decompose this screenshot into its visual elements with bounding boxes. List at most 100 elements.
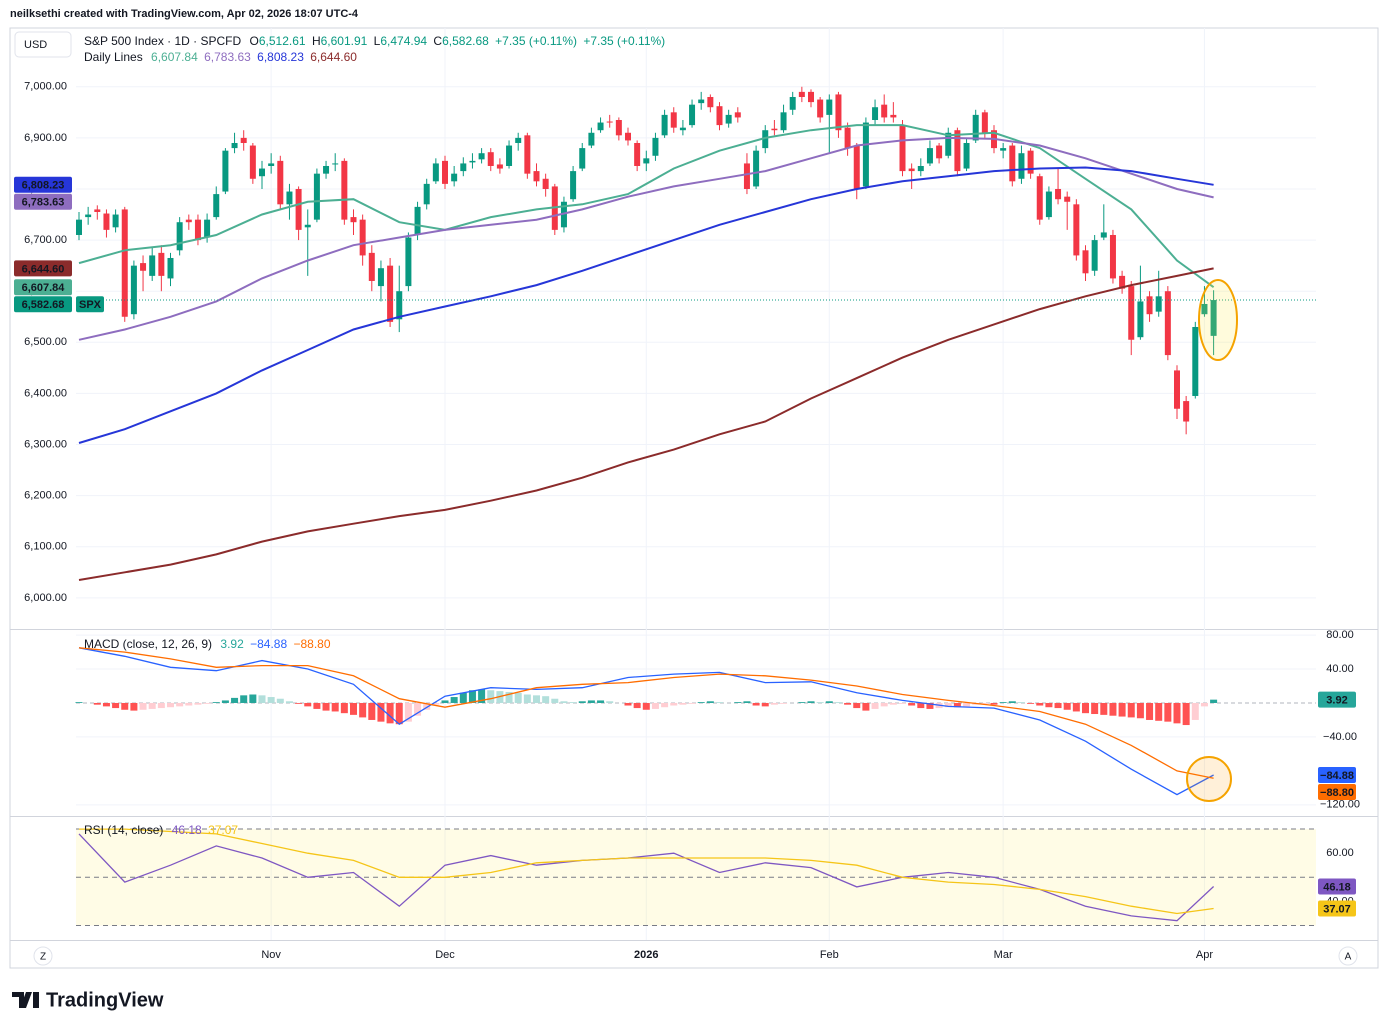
value-tag-bg — [1318, 691, 1356, 708]
histogram-bar — [167, 702, 174, 708]
candle-body — [1045, 191, 1052, 218]
histogram-bar — [899, 702, 906, 704]
line-value: 6,783.63 — [204, 50, 251, 64]
histogram-bar — [944, 702, 952, 708]
y-tick-label: 80.00 — [1326, 629, 1354, 641]
histogram-bar — [121, 702, 129, 710]
histogram-bar — [1054, 702, 1062, 709]
histogram-bar — [798, 702, 806, 703]
candle-body — [185, 219, 192, 223]
histogram-bar — [908, 702, 916, 706]
candle-body — [268, 163, 275, 166]
candle-body — [945, 132, 952, 156]
candle-body — [423, 183, 430, 205]
candle-body — [972, 114, 979, 141]
control-label[interactable]: A — [1345, 952, 1352, 963]
histogram-bar — [331, 702, 339, 712]
histogram-bar — [322, 702, 330, 711]
candle-body — [194, 219, 201, 241]
histogram-bar — [386, 702, 394, 724]
candle-body — [533, 171, 540, 182]
histogram-bar — [139, 702, 147, 710]
candle-body — [643, 158, 650, 164]
time-label: Mar — [994, 949, 1013, 961]
value-tag: 37.07 — [1323, 903, 1351, 915]
histogram-bar — [706, 701, 714, 703]
candle-body — [286, 191, 293, 205]
candle-body — [1146, 296, 1153, 315]
price-tag-bg — [14, 260, 72, 277]
currency-button[interactable] — [14, 31, 72, 58]
candle-body — [936, 145, 943, 159]
histogram-bar — [633, 702, 641, 709]
histogram-bar — [505, 691, 513, 703]
histogram-bar — [1200, 702, 1208, 707]
candle-body — [76, 219, 82, 235]
histogram-bar — [450, 697, 458, 703]
currency[interactable]: USD — [24, 39, 47, 51]
candle-body — [249, 145, 256, 179]
candle-body — [1210, 300, 1217, 336]
histogram-bar — [807, 701, 815, 703]
price-tag-bg — [14, 296, 72, 313]
candle-body — [689, 104, 696, 126]
histogram-bar — [642, 702, 650, 710]
candle-body — [460, 163, 467, 172]
candle-body — [734, 112, 741, 118]
candle-body — [670, 112, 677, 128]
histogram-bar — [523, 694, 531, 703]
histogram-bar — [487, 690, 495, 703]
histogram-bar — [130, 702, 138, 711]
moving-average — [78, 124, 1215, 289]
quote-change: +7.35 (+0.11%) — [495, 34, 577, 48]
histogram-bar — [889, 702, 897, 705]
histogram-bar — [743, 701, 751, 703]
candle-body — [661, 114, 668, 136]
histogram-bar — [834, 702, 842, 703]
histogram-bar — [1036, 702, 1044, 706]
value-tag-bg — [1318, 767, 1356, 784]
candle-body — [323, 165, 330, 174]
candle-body — [579, 148, 586, 169]
log-toggle[interactable] — [33, 946, 53, 966]
candle-body — [926, 148, 933, 164]
time-label: 2026 — [634, 949, 658, 961]
candle-body — [304, 224, 311, 228]
histogram-bar — [780, 702, 788, 704]
histogram-bar — [441, 700, 449, 703]
histogram-bar — [688, 702, 696, 704]
control-label[interactable]: Z — [40, 952, 46, 963]
histogram-bar — [1027, 702, 1035, 704]
line-value: 6,644.60 — [310, 50, 357, 64]
histogram-bar — [816, 702, 824, 703]
candle-body — [295, 188, 302, 230]
histogram-bar — [853, 702, 861, 709]
candle-body — [634, 142, 641, 166]
auto-toggle[interactable] — [1338, 946, 1358, 966]
histogram-bar — [1127, 702, 1135, 718]
time-label: Feb — [820, 949, 839, 961]
histogram-bar — [414, 702, 422, 716]
histogram-bar — [185, 702, 193, 706]
candle-body — [487, 152, 494, 166]
candle-body — [808, 91, 814, 103]
histogram-bar — [75, 702, 83, 703]
candle-body — [478, 153, 485, 160]
candle-body — [1192, 326, 1199, 396]
histogram-bar — [377, 702, 385, 722]
histogram-bar — [93, 702, 101, 705]
candle-body — [167, 257, 174, 279]
candle-body — [1091, 240, 1098, 271]
histogram-bar — [597, 700, 605, 703]
candle-body — [158, 252, 165, 276]
candle-body — [121, 209, 128, 317]
histogram-bar — [249, 694, 257, 703]
candle-body — [981, 112, 988, 133]
candle-body — [469, 160, 476, 163]
value-tag-bg — [1318, 784, 1356, 801]
candle-body — [716, 106, 723, 126]
y-tick-label: −40.00 — [1323, 731, 1357, 743]
histogram-bar — [1063, 702, 1071, 710]
